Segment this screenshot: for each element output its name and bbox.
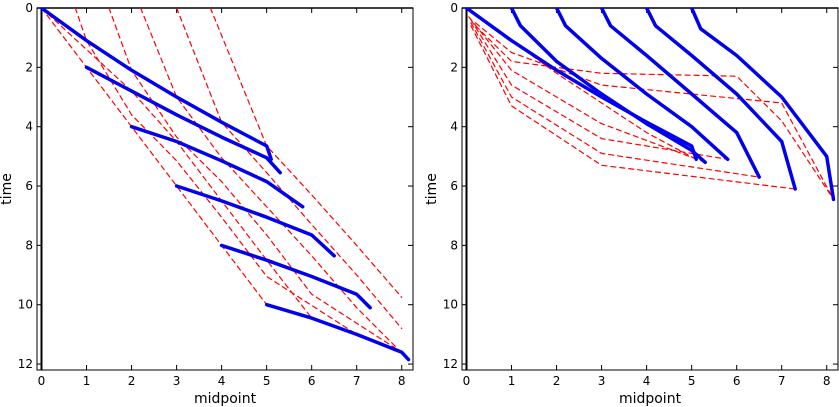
y-tick-label: 2 — [450, 60, 458, 74]
series-line-red-6 — [209, 8, 403, 298]
x-tick-label: 0 — [38, 374, 46, 388]
series-line-red-4 — [140, 8, 410, 361]
series-line-blue-4 — [219, 243, 372, 310]
x-tick-label: 5 — [688, 374, 696, 388]
y-tick-label: 12 — [18, 357, 33, 371]
y-tick-label: 0 — [25, 1, 33, 15]
y-tick-label: 10 — [18, 298, 33, 312]
x-axis-label: midpoint — [619, 391, 682, 407]
series-line-blue-3 — [599, 8, 761, 179]
x-tick-label: 2 — [128, 374, 136, 388]
x-tick-label: 3 — [598, 374, 606, 388]
x-tick-label: 6 — [308, 374, 316, 388]
series-line-blue-3 — [174, 184, 336, 258]
x-tick-label: 8 — [398, 374, 406, 388]
series-group — [464, 8, 836, 202]
x-tick-label: 3 — [173, 374, 181, 388]
x-tick-label: 4 — [643, 374, 651, 388]
x-tick-label: 7 — [353, 374, 361, 388]
series-line-red-0 — [40, 8, 268, 306]
series-line-blue-0 — [464, 8, 698, 162]
series-group — [39, 8, 411, 362]
x-tick-label: 5 — [263, 374, 271, 388]
x-tick-label: 1 — [83, 374, 91, 388]
y-tick-label: 4 — [25, 120, 33, 134]
series-line-blue-2 — [129, 124, 305, 209]
x-tick-label: 4 — [218, 374, 226, 388]
x-tick-label: 2 — [553, 374, 561, 388]
y-tick-label: 0 — [450, 1, 458, 15]
x-tick-label: 0 — [463, 374, 471, 388]
x-axis-label: midpoint — [194, 391, 257, 407]
y-tick-label: 6 — [450, 179, 458, 193]
series-line-red-2 — [470, 19, 729, 160]
y-tick-label: 12 — [443, 357, 458, 371]
series-line-red-6 — [474, 22, 835, 200]
y-tick-label: 8 — [25, 238, 33, 252]
y-tick-label: 2 — [25, 60, 33, 74]
series-line-blue-1 — [509, 8, 707, 165]
x-tick-label: 8 — [823, 374, 831, 388]
series-line-red-1 — [468, 16, 706, 163]
series-line-blue-2 — [554, 8, 730, 162]
series-line-red-1 — [40, 8, 313, 319]
series-line-red-3 — [470, 22, 760, 178]
series-line-blue-1 — [84, 65, 282, 175]
series-line-red-4 — [470, 25, 796, 190]
x-tick-label: 1 — [508, 374, 516, 388]
y-axis-label: time — [0, 173, 15, 205]
series-line-blue-4 — [644, 8, 797, 191]
y-tick-label: 4 — [450, 120, 458, 134]
y-axis-label: time — [424, 173, 440, 205]
y-tick-label: 10 — [443, 298, 458, 312]
x-tick-label: 7 — [778, 374, 786, 388]
y-tick-label: 8 — [450, 238, 458, 252]
series-line-blue-5 — [689, 8, 836, 202]
x-tick-label: 6 — [733, 374, 741, 388]
y-tick-label: 6 — [25, 179, 33, 193]
series-line-blue-5 — [264, 302, 411, 362]
series-line-blue-0 — [39, 8, 273, 162]
